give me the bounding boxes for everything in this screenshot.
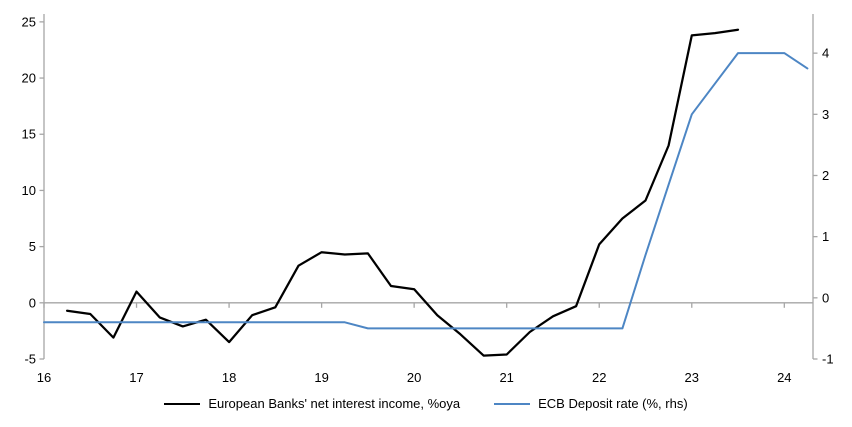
- right-axis-tick-label: 0: [822, 290, 829, 305]
- legend-label-ecb-deposit-rate: ECB Deposit rate (%, rhs): [538, 396, 688, 411]
- legend-item-ecb-deposit-rate: ECB Deposit rate (%, rhs): [494, 396, 688, 412]
- x-axis-tick-label: 17: [129, 370, 143, 385]
- legend-label-net-interest-income: European Banks' net interest income, %oy…: [208, 396, 461, 411]
- left-axis-tick-label: 0: [29, 295, 36, 310]
- right-axis-tick-label: 1: [822, 229, 829, 244]
- black-series-line: [65, 28, 740, 357]
- right-axis-tick-label: 2: [822, 168, 829, 183]
- x-axis-tick-label: 24: [777, 370, 791, 385]
- right-axis-tick-label: 3: [822, 107, 829, 122]
- blue-line-swatch: [494, 403, 531, 406]
- x-axis-tick-label: 18: [222, 370, 236, 385]
- x-axis-tick-label: 16: [37, 370, 51, 385]
- left-axis-tick-label: 5: [29, 239, 36, 254]
- right-axis-tick-label: -1: [822, 352, 834, 367]
- left-axis-tick-label: 10: [22, 183, 36, 198]
- x-axis-tick-label: 19: [314, 370, 328, 385]
- left-axis-tick-label: 15: [22, 127, 36, 142]
- left-axis-tick-label: 20: [22, 71, 36, 86]
- x-axis-tick-label: 21: [499, 370, 513, 385]
- legend-item-net-interest-income: European Banks' net interest income, %oy…: [164, 396, 461, 412]
- chart-legend: European Banks' net interest income, %oy…: [0, 396, 852, 412]
- left-axis-tick-label: 25: [22, 14, 36, 29]
- right-axis-tick-label: 4: [822, 46, 829, 61]
- x-axis-tick-label: 23: [685, 370, 699, 385]
- left-axis-tick-label: -5: [24, 352, 36, 367]
- x-axis-tick-label: 20: [407, 370, 421, 385]
- blue-series-line: [43, 52, 809, 330]
- black-line-swatch: [164, 403, 201, 406]
- x-axis-tick-label: 22: [592, 370, 606, 385]
